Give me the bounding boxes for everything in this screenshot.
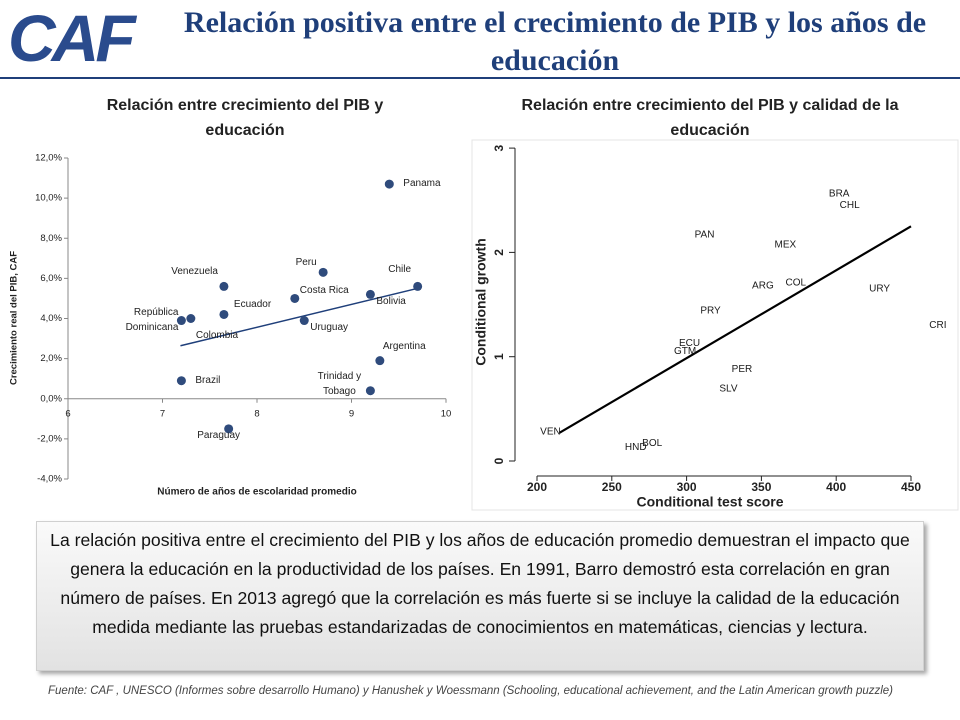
- data-point: [365, 386, 375, 396]
- point-label: PAN: [695, 229, 715, 240]
- x-tick-label: 7: [160, 408, 165, 419]
- x-tick-label: 10: [441, 408, 452, 419]
- point-label: Argentina: [382, 340, 426, 352]
- point-label: Brazil: [195, 374, 221, 386]
- y-tick-label: 6,0%: [40, 273, 62, 284]
- y-tick-label: 2,0%: [40, 353, 62, 364]
- point-label: Costa Rica: [299, 285, 349, 297]
- point-label: ARG: [752, 280, 774, 291]
- data-point: [176, 376, 186, 386]
- y-tick-label: 1: [492, 353, 506, 360]
- trend-line: [558, 225, 912, 434]
- data-point: [318, 267, 328, 277]
- data-point: [365, 289, 375, 299]
- point-label: CHL: [840, 200, 860, 211]
- point-label: PRY: [700, 305, 721, 316]
- x-tick-label: 9: [349, 408, 354, 419]
- x-tick-label: 350: [751, 480, 771, 494]
- point-label: BOL: [642, 438, 662, 449]
- point-label: HND: [625, 442, 647, 453]
- data-point: [290, 293, 300, 303]
- y-tick-label: 0: [492, 457, 506, 464]
- y-tick-label: 10,0%: [35, 193, 62, 204]
- y-tick-label: 12,0%: [35, 153, 62, 164]
- data-point: [224, 424, 234, 434]
- point-label: COL: [786, 277, 807, 288]
- x-tick-label: 250: [602, 480, 622, 494]
- x-tick-label: 8: [254, 408, 259, 419]
- point-label: URY: [869, 284, 890, 295]
- logo: CAF: [8, 1, 136, 75]
- data-point: [413, 281, 423, 291]
- y-tick-label: 2: [492, 249, 506, 256]
- source-note: Fuente: CAF , UNESCO (Informes sobre des…: [48, 685, 894, 697]
- point-label: República Dominicana: [125, 306, 179, 333]
- y-tick-label: 0,0%: [40, 393, 62, 404]
- text-box: La relación positiva entre el crecimient…: [36, 521, 924, 671]
- y-tick-label: -4,0%: [37, 474, 62, 485]
- y-axis-title: Crecimiento real del PIB, CAF: [9, 251, 20, 385]
- point-label: Paraguay: [197, 429, 241, 441]
- data-point: [299, 316, 309, 326]
- data-point: [186, 314, 196, 323]
- x-tick-label: 6: [65, 408, 70, 419]
- point-label: PER: [732, 364, 753, 375]
- trend-line: [180, 288, 416, 347]
- y-tick-label: 3: [492, 144, 506, 151]
- data-point: [176, 316, 186, 326]
- point-label: Trinidad y Tobago: [317, 370, 362, 397]
- point-label: Chile: [388, 264, 412, 276]
- slide-title: Relación positiva entre el crecimiento d…: [183, 6, 927, 77]
- point-label: Venezuela: [171, 266, 218, 278]
- point-label: Panama: [403, 178, 441, 190]
- x-axis-title: Número de años de escolaridad promedio: [157, 487, 357, 498]
- y-tick-label: -2,0%: [37, 433, 62, 444]
- data-point: [375, 356, 385, 366]
- point-label: GTM: [674, 346, 696, 357]
- y-tick-label: 4,0%: [40, 313, 62, 324]
- point-label: Uruguay: [310, 321, 349, 333]
- y-tick-label: 8,0%: [40, 233, 62, 244]
- point-label: VEN: [540, 426, 561, 437]
- x-tick-label: 300: [677, 480, 697, 494]
- point-label: Ecuador: [233, 299, 272, 311]
- x-tick-label: 400: [826, 480, 846, 494]
- x-tick-label: 200: [527, 480, 547, 494]
- point-label: Peru: [295, 257, 317, 269]
- point-label: SLV: [719, 384, 737, 395]
- point-label: CRI: [929, 320, 946, 331]
- x-tick-label: 450: [901, 480, 921, 494]
- point-label: ECU: [679, 338, 700, 349]
- point-label: BRA: [829, 189, 850, 200]
- data-point: [219, 281, 229, 291]
- point-label: MEX: [775, 240, 797, 251]
- plot-frame: [471, 139, 959, 511]
- chart-title: Relación entre crecimiento del PIB y cal…: [521, 97, 899, 139]
- x-axis-title: Conditional test score: [636, 494, 783, 510]
- point-label: Colombia: [195, 329, 239, 341]
- data-point: [384, 179, 394, 189]
- point-label: Bolivia: [376, 296, 406, 308]
- data-point: [219, 309, 229, 319]
- chart-title: Relación entre crecimiento del PIB y edu…: [106, 97, 384, 139]
- y-axis-title: Conditional growth: [473, 238, 489, 366]
